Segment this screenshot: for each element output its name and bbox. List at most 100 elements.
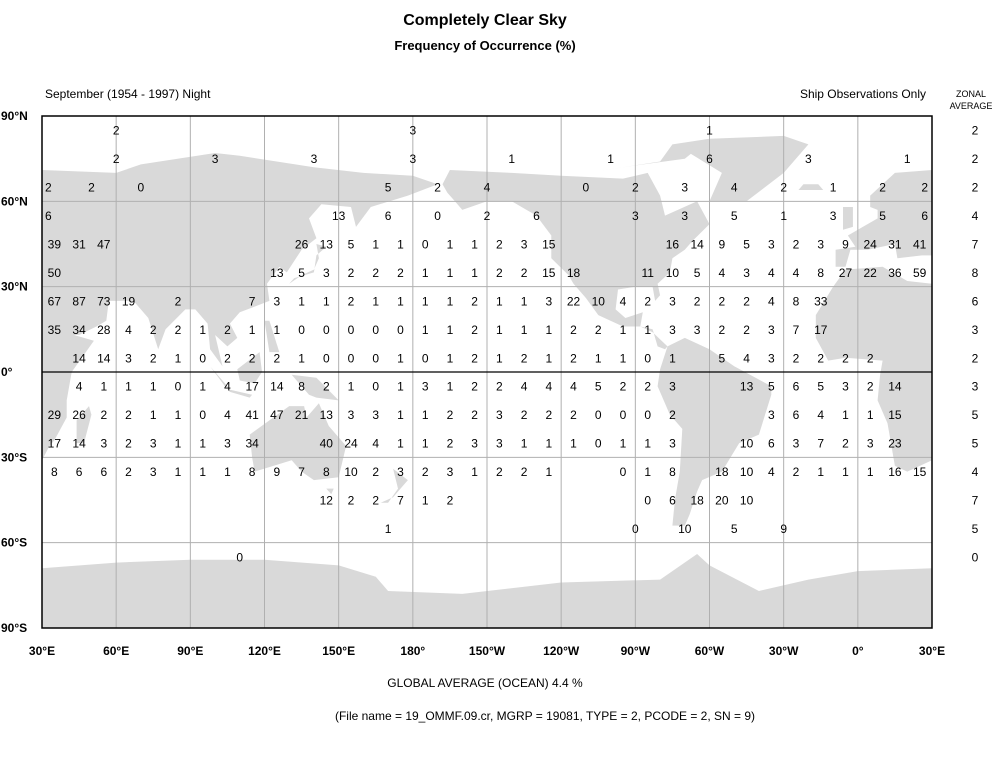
cell-value: 17 [814, 323, 828, 337]
map-subtitle: Frequency of Occurrence (%) [394, 38, 576, 53]
cell-value: 1 [447, 323, 454, 337]
cell-value: 1 [372, 294, 379, 308]
cell-value: 1 [422, 323, 429, 337]
cell-value: 1 [842, 465, 849, 479]
cell-value: 4 [768, 266, 775, 280]
zonal-average-value: 5 [972, 408, 979, 422]
cell-value: 67 [48, 294, 62, 308]
cell-value: 1 [644, 323, 651, 337]
cell-value: 3 [311, 152, 318, 166]
cell-value: 14 [690, 238, 704, 252]
cell-value: 7 [249, 294, 256, 308]
cell-value: 23 [888, 437, 902, 451]
lon-label: 30°W [769, 644, 799, 658]
cell-value: 3 [768, 351, 775, 365]
cell-value: 41 [245, 408, 259, 422]
global-average: GLOBAL AVERAGE (OCEAN) 4.4 % [387, 676, 583, 690]
cell-value: 7 [793, 323, 800, 337]
cell-value: 5 [298, 266, 305, 280]
cell-value: 2 [644, 294, 651, 308]
cell-value: 3 [681, 209, 688, 223]
cell-value: 73 [97, 294, 111, 308]
cell-value: 1 [422, 437, 429, 451]
cell-value: 3 [447, 465, 454, 479]
cell-value: 0 [644, 494, 651, 508]
cell-value: 13 [320, 238, 334, 252]
cell-value: 4 [76, 380, 83, 394]
cell-value: 3 [867, 437, 874, 451]
cell-value: 15 [542, 238, 556, 252]
zonal-average-value: 5 [972, 522, 979, 536]
cell-value: 3 [768, 323, 775, 337]
cell-value: 10 [678, 522, 692, 536]
cell-value: 0 [620, 465, 627, 479]
cell-value: 2 [793, 465, 800, 479]
lon-label: 180° [400, 644, 425, 658]
cell-value: 17 [245, 380, 259, 394]
cell-value: 5 [719, 351, 726, 365]
cell-value: 6 [76, 465, 83, 479]
cell-value: 18 [715, 465, 729, 479]
cell-value: 0 [397, 323, 404, 337]
cell-value: 50 [48, 266, 62, 280]
cell-value: 14 [72, 351, 86, 365]
period-label: September (1954 - 1997) Night [45, 87, 211, 101]
cell-value: 1 [867, 465, 874, 479]
cell-value: 1 [447, 380, 454, 394]
cell-value: 1 [644, 437, 651, 451]
cell-value: 2 [372, 266, 379, 280]
cell-value: 1 [471, 238, 478, 252]
zonal-average-value: 3 [972, 323, 979, 337]
cell-value: 2 [842, 437, 849, 451]
cell-value: 0 [348, 323, 355, 337]
zonal-label-line1: ZONAL [955, 89, 986, 99]
cell-value: 1 [904, 152, 911, 166]
lon-label: 150°W [469, 644, 506, 658]
land-shape [843, 207, 853, 230]
cell-value: 1 [447, 294, 454, 308]
cell-value: 1 [620, 437, 627, 451]
cell-value: 5 [768, 380, 775, 394]
cell-value: 2 [595, 323, 602, 337]
land-shape [442, 170, 710, 350]
cell-value: 24 [344, 437, 358, 451]
cell-value: 36 [888, 266, 902, 280]
cell-value: 5 [385, 181, 392, 195]
lon-label: 0° [852, 644, 864, 658]
cell-value: 1 [570, 437, 577, 451]
lon-label: 120°E [248, 644, 281, 658]
cell-value: 3 [681, 181, 688, 195]
cell-value: 3 [397, 465, 404, 479]
cell-value: 3 [545, 294, 552, 308]
grid-lines [42, 116, 932, 628]
cell-value: 10 [740, 437, 754, 451]
cell-value: 2 [521, 408, 528, 422]
cell-value: 4 [719, 266, 726, 280]
lat-label: 90°N [1, 109, 28, 123]
zonal-averages: 2 2 2 4 7 8 6 3 2 3 5 5 4 7 5 0 [972, 124, 979, 565]
lon-label: 60°E [103, 644, 129, 658]
cell-value: 47 [97, 238, 111, 252]
land-shape [380, 468, 408, 503]
cell-value: 1 [175, 351, 182, 365]
land-shape [326, 488, 334, 495]
cell-value: 28 [97, 323, 111, 337]
cell-value: 2 [669, 408, 676, 422]
land-shape [202, 357, 230, 390]
cell-value: 3 [422, 380, 429, 394]
cell-value: 26 [295, 238, 309, 252]
cell-value: 3 [830, 209, 837, 223]
cell-value: 4 [768, 465, 775, 479]
cell-value: 3 [496, 437, 503, 451]
cell-value: 2 [88, 181, 95, 195]
cell-value: 1 [150, 408, 157, 422]
cell-value: 1 [224, 465, 231, 479]
cell-value: 0 [175, 380, 182, 394]
cell-value: 3 [274, 294, 281, 308]
cell-value: 59 [913, 266, 927, 280]
cell-value: 8 [51, 465, 58, 479]
cell-value: 8 [323, 465, 330, 479]
cell-value: 2 [496, 465, 503, 479]
cell-value: 2 [570, 323, 577, 337]
cell-value: 3 [842, 380, 849, 394]
